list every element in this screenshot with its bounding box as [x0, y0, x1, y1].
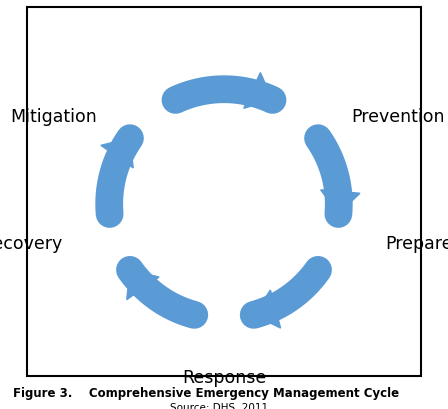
Text: Recovery: Recovery	[0, 235, 63, 253]
Text: Preparedness: Preparedness	[385, 235, 448, 253]
Polygon shape	[101, 139, 133, 169]
Polygon shape	[254, 290, 280, 328]
Text: Response: Response	[182, 368, 266, 386]
Text: Figure 3.    Comprehensive Emergency Management Cycle: Figure 3. Comprehensive Emergency Manage…	[13, 387, 400, 400]
Polygon shape	[321, 190, 360, 214]
Text: Prevention: Prevention	[351, 108, 444, 126]
Text: Source: DHS, 2011: Source: DHS, 2011	[170, 402, 268, 409]
Polygon shape	[244, 73, 272, 109]
Polygon shape	[127, 270, 159, 300]
Text: Mitigation: Mitigation	[10, 108, 97, 126]
